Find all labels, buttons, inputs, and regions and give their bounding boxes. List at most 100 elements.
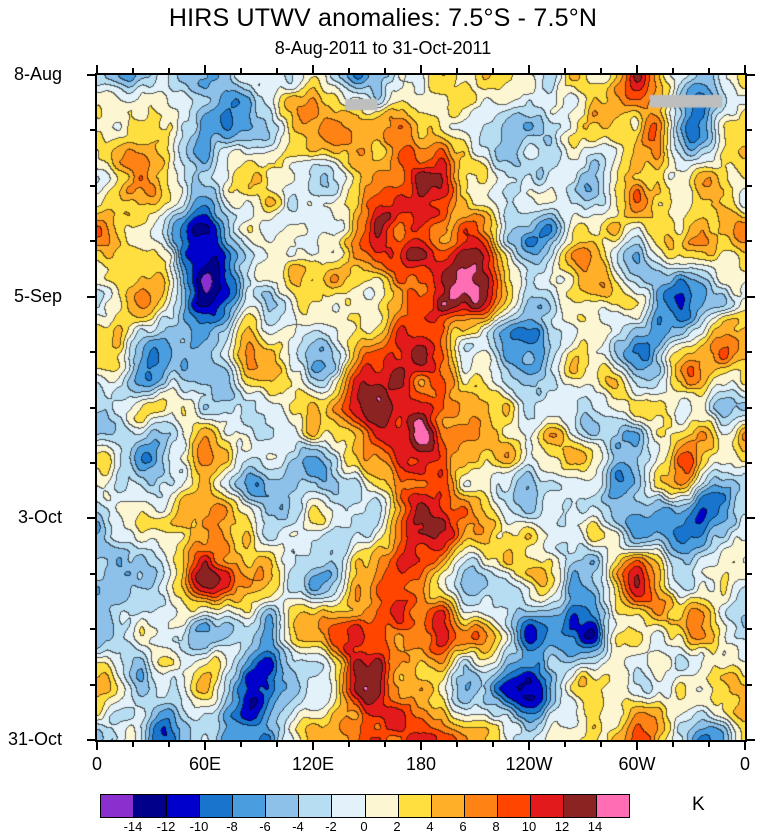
y-axis-major-tick [87, 295, 95, 298]
colorbar-tick-label: -14 [123, 819, 143, 834]
y-axis-minor-tick [747, 129, 752, 132]
y-axis-minor-tick [90, 184, 95, 187]
y-axis-minor-tick [90, 572, 95, 575]
x-axis-minor-tick [240, 68, 242, 73]
plot-region: 0 60E 120E 180 120W 60W 0 8-Aug 5-Sep 3-Oct 31-Oct [8, 64, 755, 774]
colorbar-tick-label: 0 [360, 819, 368, 834]
colorbar-cell-13 [529, 795, 563, 817]
y-axis-minor-tick [747, 184, 752, 187]
colorbar [100, 794, 630, 818]
x-axis-major-tick [420, 742, 422, 750]
colorbar-tick-label: 10 [521, 819, 537, 834]
colorbar-tick-label: 14 [587, 819, 603, 834]
y-axis-minor-tick [90, 683, 95, 686]
y-axis-minor-tick [90, 240, 95, 243]
chart-title: HIRS UTWV anomalies: 7.5°S - 7.5°N [168, 4, 598, 32]
y-axis-minor-tick [747, 628, 752, 631]
x-axis-minor-tick [600, 68, 602, 73]
x-axis-tick-label: 120E [291, 754, 335, 774]
x-axis-minor-tick [564, 742, 566, 747]
x-axis-minor-tick [708, 742, 710, 747]
y-axis-tick-label: 3-Oct [17, 507, 62, 528]
x-axis-major-tick [636, 65, 638, 73]
x-axis-tick-label: 180 [405, 754, 437, 774]
y-axis-major-tick [87, 74, 95, 76]
x-axis-tick-label: 0 [739, 754, 751, 774]
colorbar-cell-3 [199, 795, 233, 817]
colorbar-cell-10 [430, 795, 464, 817]
colorbar-tick-label: -6 [259, 819, 271, 834]
x-axis-minor-tick [240, 742, 242, 747]
x-axis-minor-tick [168, 68, 170, 73]
y-axis-minor-tick [90, 461, 95, 464]
x-axis-minor-tick [456, 742, 458, 747]
x-axis-minor-tick [564, 68, 566, 73]
x-axis-major-tick [636, 742, 638, 750]
y-axis-minor-tick [90, 129, 95, 132]
colorbar-labels: -14 -12 -10 -8 -6 -4 -2 0 2 4 6 8 10 12 14 [100, 819, 628, 834]
y-axis-major-tick [747, 517, 755, 520]
y-axis-major-tick [747, 739, 755, 741]
colorbar-units-label: K [692, 794, 705, 815]
colorbar-tick-label: -10 [189, 819, 209, 834]
colorbar-cell-5 [265, 795, 299, 817]
colorbar-tick-label: 2 [393, 819, 401, 834]
colorbar-tick-label: 12 [554, 819, 570, 834]
colorbar-tick-label: 4 [426, 819, 434, 834]
x-axis-minor-tick [384, 68, 386, 73]
x-axis-minor-tick [384, 742, 386, 747]
x-axis-minor-tick [132, 68, 134, 73]
x-axis-minor-tick [168, 742, 170, 747]
colorbar-cell-1 [133, 795, 167, 817]
x-axis-major-tick [528, 742, 530, 750]
x-axis-tick-label: 120W [505, 754, 553, 774]
y-axis-minor-tick [747, 240, 752, 243]
x-axis-minor-tick [276, 68, 278, 73]
x-axis-major-tick [420, 65, 422, 73]
x-axis-minor-tick [132, 742, 134, 747]
colorbar-tick-label: 8 [492, 819, 500, 834]
colorbar-cell-12 [496, 795, 530, 817]
x-axis-minor-tick [672, 742, 674, 747]
y-axis-minor-tick [747, 461, 752, 464]
colorbar-cell-2 [166, 795, 200, 817]
x-axis-major-tick [744, 65, 746, 73]
x-axis-major-tick [528, 65, 530, 73]
colorbar-cell-14 [562, 795, 596, 817]
x-axis-major-tick [744, 742, 746, 750]
x-axis-major-tick [312, 65, 314, 73]
colorbar-cell-6 [298, 795, 332, 817]
y-axis-tick-label: 31-Oct [7, 729, 62, 749]
x-axis-tick-label: 60E [188, 754, 222, 774]
y-axis-minor-tick [90, 351, 95, 354]
colorbar-tick-label: 6 [459, 819, 467, 834]
colorbar-tick-label: -12 [156, 819, 176, 834]
x-axis-major-tick [312, 742, 314, 750]
x-axis-tick-label: 60W [618, 754, 656, 774]
y-axis-minor-tick [90, 406, 95, 409]
x-axis-major-tick [204, 742, 206, 750]
x-axis-minor-tick [492, 68, 494, 73]
colorbar-cell-4 [232, 795, 266, 817]
colorbar-tick-label: -8 [226, 819, 238, 834]
anomaly-field-canvas [97, 75, 745, 740]
x-axis-minor-tick [348, 68, 350, 73]
colorbar-tick-label: -2 [325, 819, 337, 834]
colorbar-cell-15 [595, 795, 629, 817]
x-axis-major-tick [96, 742, 98, 750]
x-axis-minor-tick [672, 68, 674, 73]
colorbar-cell-8 [364, 795, 398, 817]
x-axis-tick-label: 0 [91, 754, 103, 774]
y-axis-minor-tick [747, 572, 752, 575]
y-axis-major-tick [87, 517, 95, 520]
colorbar-tick-label: -4 [292, 819, 304, 834]
colorbar-cell-0 [101, 795, 134, 817]
chart-subtitle: 8-Aug-2011 to 31-Oct-2011 [274, 38, 492, 58]
colorbar-cell-11 [463, 795, 497, 817]
y-axis-major-tick [747, 295, 755, 298]
y-axis-major-tick [747, 74, 755, 76]
y-axis-tick-label: 5-Sep [13, 285, 62, 306]
y-axis-tick-label: 8-Aug [13, 64, 62, 84]
y-axis-minor-tick [90, 628, 95, 631]
